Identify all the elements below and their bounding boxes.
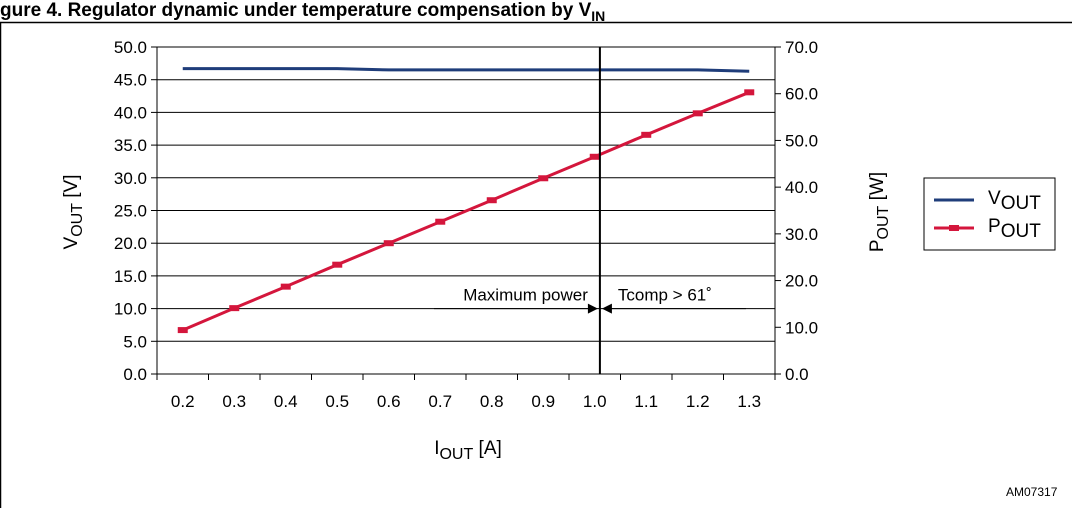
y-tick-label-left: 15.0 bbox=[114, 267, 147, 286]
series-group bbox=[177, 67, 755, 334]
data-point-pout bbox=[641, 131, 652, 138]
data-point-pout bbox=[692, 110, 703, 117]
legend-label-vout: VOUT bbox=[988, 188, 1041, 214]
data-point-pout bbox=[744, 89, 755, 96]
y-tick-label-left: 35.0 bbox=[114, 136, 147, 155]
x-tick-label: 0.4 bbox=[274, 392, 298, 411]
arrow-head-right bbox=[601, 303, 612, 314]
y-tick-label-left: 0.0 bbox=[123, 365, 147, 384]
legend-marker-pout bbox=[949, 225, 959, 231]
data-point-pout bbox=[229, 305, 240, 312]
x-tick-label: 0.7 bbox=[428, 392, 452, 411]
y-tick-label-right: 60.0 bbox=[785, 85, 818, 104]
y-tick-label-right: 20.0 bbox=[785, 272, 818, 291]
x-tick-label: 0.6 bbox=[377, 392, 401, 411]
y-tick-label-right: 70.0 bbox=[785, 38, 818, 57]
y-tick-label-left: 45.0 bbox=[114, 71, 147, 90]
x-tick-label: 1.2 bbox=[686, 392, 710, 411]
y-tick-label-right: 30.0 bbox=[785, 225, 818, 244]
figure-id: AM07317 bbox=[1006, 485, 1058, 499]
legend-box bbox=[923, 177, 1056, 251]
y-tick-label-left: 25.0 bbox=[114, 202, 147, 221]
x-axis-label: IOUT [A] bbox=[434, 438, 502, 463]
annotation-left-label: Maximum power bbox=[463, 286, 588, 305]
y-tick-label-right: 10.0 bbox=[785, 318, 818, 337]
x-tick-label: 1.3 bbox=[737, 392, 761, 411]
figure-frame bbox=[0, 21, 1072, 508]
data-point-pout bbox=[177, 327, 188, 334]
data-point-pout bbox=[538, 175, 549, 182]
data-point-pout bbox=[332, 261, 343, 268]
series-line-pout bbox=[182, 90, 750, 332]
y-tick-label-left: 30.0 bbox=[114, 169, 147, 188]
y-tick-label-left: 20.0 bbox=[114, 234, 147, 253]
x-tick-label: 1.0 bbox=[583, 392, 607, 411]
x-tick-label: 0.5 bbox=[325, 392, 349, 411]
x-tick-label: 1.1 bbox=[634, 392, 658, 411]
annotations: Maximum power Tcomp > 61˚ bbox=[434, 47, 746, 374]
x-tick-label: 0.3 bbox=[222, 392, 246, 411]
y-ticks-left: 0.0 5.0 10.0 15.0 20.0 25.0 30.0 35.0 40.0 45.0 50… bbox=[114, 38, 157, 384]
y-axis-label-right: POUT [W] bbox=[867, 172, 892, 252]
y-tick-label-left: 10.0 bbox=[114, 300, 147, 319]
y-tick-label-right: 50.0 bbox=[785, 131, 818, 150]
data-point-pout bbox=[280, 283, 291, 290]
y-ticks-right: 0.0 10.0 20.0 30.0 40.0 50.0 60.0 70.0 bbox=[775, 38, 818, 384]
legend-label-pout: POUT bbox=[988, 216, 1041, 242]
data-point-pout bbox=[486, 197, 497, 204]
data-point-pout bbox=[435, 218, 446, 225]
y-tick-label-right: 40.0 bbox=[785, 178, 818, 197]
data-point-pout bbox=[589, 153, 600, 160]
y-axis-label-left: VOUT [V] bbox=[61, 175, 86, 250]
x-tick-label: 0.2 bbox=[171, 392, 195, 411]
y-tick-label-right: 0.0 bbox=[785, 365, 809, 384]
x-tick-label: 0.8 bbox=[480, 392, 504, 411]
arrow-head-left bbox=[587, 303, 598, 314]
legend: VOUT POUT bbox=[923, 177, 1056, 251]
y-tick-label-left: 5.0 bbox=[123, 332, 147, 351]
series-line-vout bbox=[182, 67, 750, 73]
annotation-right-label: Tcomp > 61˚ bbox=[618, 286, 712, 305]
y-tick-label-left: 50.0 bbox=[114, 38, 147, 57]
data-point-pout bbox=[383, 240, 394, 247]
figure-caption: gure 4. Regulator dynamic under temperat… bbox=[0, 0, 605, 24]
x-tick-label: 0.9 bbox=[531, 392, 555, 411]
x-ticks: 0.2 0.3 0.4 0.5 0.6 0.7 0.8 0.9 1.0 1.1 1.2 1.3 bbox=[156, 374, 776, 411]
y-tick-label-left: 40.0 bbox=[114, 103, 147, 122]
